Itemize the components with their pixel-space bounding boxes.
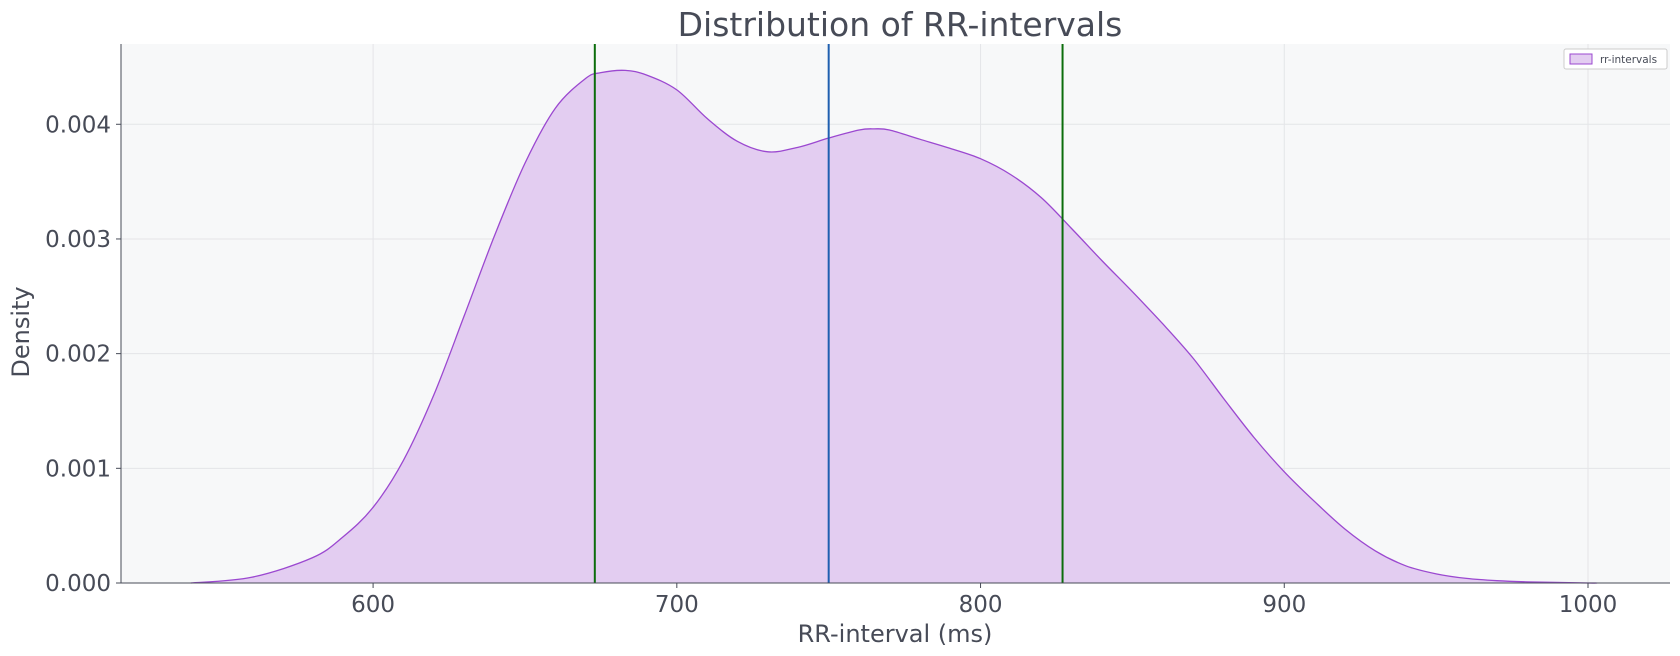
x-tick-label-2: 800 — [959, 592, 1003, 618]
x-tick-label-0: 600 — [351, 592, 395, 618]
y-axis-label: Density — [7, 286, 35, 377]
legend: rr-intervals — [1564, 49, 1667, 69]
x-tick-label-4: 1000 — [1559, 592, 1618, 618]
chart-title: Distribution of RR-intervals — [678, 5, 1123, 44]
y-tick-label-3: 0.003 — [45, 227, 111, 253]
y-tick-label-0: 0.000 — [45, 571, 111, 597]
x-axis-label: RR-interval (ms) — [798, 620, 993, 648]
y-tick-label-1: 0.001 — [45, 456, 111, 482]
legend-label: rr-intervals — [1600, 54, 1657, 66]
x-tick-label-3: 900 — [1262, 592, 1306, 618]
y-tick-label-2: 0.002 — [45, 342, 111, 368]
legend-swatch — [1570, 54, 1592, 64]
x-tick-label-1: 700 — [655, 592, 699, 618]
y-tick-label-4: 0.004 — [45, 112, 111, 138]
